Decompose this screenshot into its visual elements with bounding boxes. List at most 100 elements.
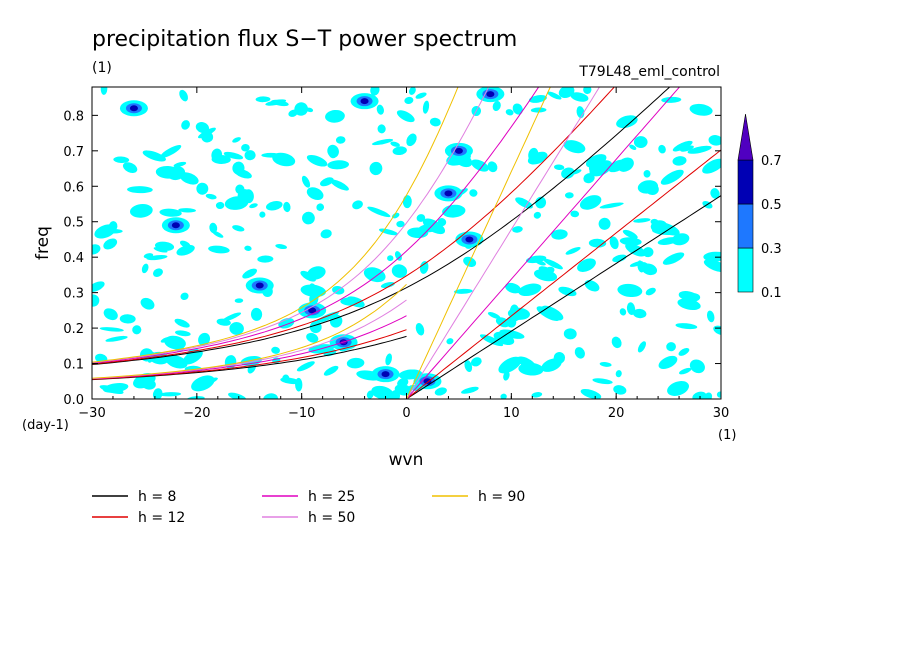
contour-blob [558, 286, 577, 297]
contour-blob [678, 347, 690, 356]
contour-blob [240, 355, 262, 367]
colorbar-segment [737, 247, 754, 293]
colorbar-segment [737, 159, 754, 205]
contour-blob [612, 254, 627, 263]
curve-gravity-h90 [92, 87, 459, 363]
feature-contour-inner [171, 222, 180, 229]
curve-mrg-h90 [92, 283, 407, 379]
contour-blob [242, 268, 258, 279]
contour-blob [469, 189, 478, 197]
contour-blob [666, 342, 676, 352]
y-tick-label: 0.7 [63, 145, 84, 160]
contour-blob [553, 164, 565, 170]
contour-blob [392, 212, 400, 219]
contour-blob [408, 87, 416, 95]
contour-blob [584, 280, 600, 292]
contour-blob [671, 233, 690, 246]
run-label: T79L48_eml_control [578, 64, 720, 80]
contour-blob [470, 357, 482, 367]
contour-blob [272, 152, 296, 167]
contour-blob [196, 182, 209, 195]
contour-blob [371, 385, 394, 399]
contour-blob [492, 100, 501, 112]
contour-blob [479, 334, 504, 347]
contour-blob [179, 172, 199, 185]
contour-blob [658, 355, 678, 369]
contour-blob [626, 302, 636, 316]
contour-blob [140, 297, 155, 310]
colorbar-label: 0.1 [761, 286, 782, 301]
contour-blob [535, 259, 546, 266]
curve-mrg-h12 [92, 329, 407, 380]
contour-blob [541, 358, 562, 372]
dispersion-curves [92, 87, 721, 399]
contour-blob [215, 201, 225, 210]
contour-blob [196, 377, 218, 388]
contour-blob [369, 161, 383, 176]
contour-blob [244, 245, 252, 251]
contour-blob [637, 180, 659, 194]
contour-blob [392, 146, 407, 156]
contour-blob [102, 383, 129, 393]
y-axis: 0.0 0.1 0.2 0.3 0.4 0.5 0.6 0.7 0.8 [63, 109, 721, 408]
contour-blob [103, 238, 118, 250]
contour-blob [415, 323, 425, 336]
contour-blob [302, 211, 315, 225]
contour-blob [538, 266, 552, 275]
contour-blob [592, 378, 613, 385]
x-tick-label: 30 [713, 406, 730, 421]
contour-blob [265, 99, 287, 106]
contour-blob [371, 138, 394, 146]
contour-blob [498, 356, 522, 374]
contour-blob [533, 211, 541, 219]
contour-blob [667, 381, 689, 396]
contour-blob [255, 96, 271, 103]
contour-blob [335, 136, 346, 144]
contour-blob [617, 283, 643, 298]
feature-contour-inner [381, 371, 390, 378]
contour-blob [588, 164, 597, 175]
contour-blob [416, 214, 426, 222]
contour-blob [487, 312, 501, 319]
x-tick-label: 0 [402, 406, 410, 421]
contour-blob [132, 325, 142, 335]
contour-blob [387, 255, 394, 262]
colorbar-segment [737, 203, 754, 249]
contour-blob [182, 350, 203, 365]
contour-blob [583, 87, 592, 95]
contour-blob [536, 306, 560, 321]
contour-blob [250, 307, 263, 321]
contour-blob [198, 332, 211, 346]
legend-label: h = 12 [138, 510, 185, 526]
contour-blob [574, 347, 585, 359]
contour-blob [330, 179, 349, 191]
contour-blob [316, 203, 325, 211]
contour-blob [505, 282, 522, 294]
contour-blob [657, 237, 679, 245]
feature-contour-inner [486, 91, 495, 98]
contour-blob [710, 188, 720, 199]
contour-blob [320, 229, 332, 239]
contour-blob [461, 386, 479, 394]
y-tick-label: 0.4 [63, 251, 84, 266]
contour-blob [377, 124, 386, 134]
contour-blob [692, 391, 707, 399]
contour-blob [173, 161, 187, 168]
contour-blob [165, 354, 188, 369]
contour-blob [306, 332, 319, 343]
contour-blob [390, 141, 400, 147]
contour-blob [706, 310, 715, 323]
contour-blob [434, 387, 447, 396]
curve-kelvin-h12 [406, 149, 721, 399]
x-tick-label: −10 [288, 406, 315, 421]
contour-blob [346, 357, 365, 369]
contour-blob [689, 359, 705, 374]
contour-blob [329, 314, 343, 328]
contour-blob [181, 120, 190, 130]
contour-blob [305, 107, 314, 113]
curve-kelvin-h90 [406, 87, 551, 399]
contour-blob [198, 127, 216, 139]
contour-blob [429, 117, 441, 127]
contour-blob [316, 311, 339, 323]
legend-label: h = 90 [478, 489, 525, 505]
